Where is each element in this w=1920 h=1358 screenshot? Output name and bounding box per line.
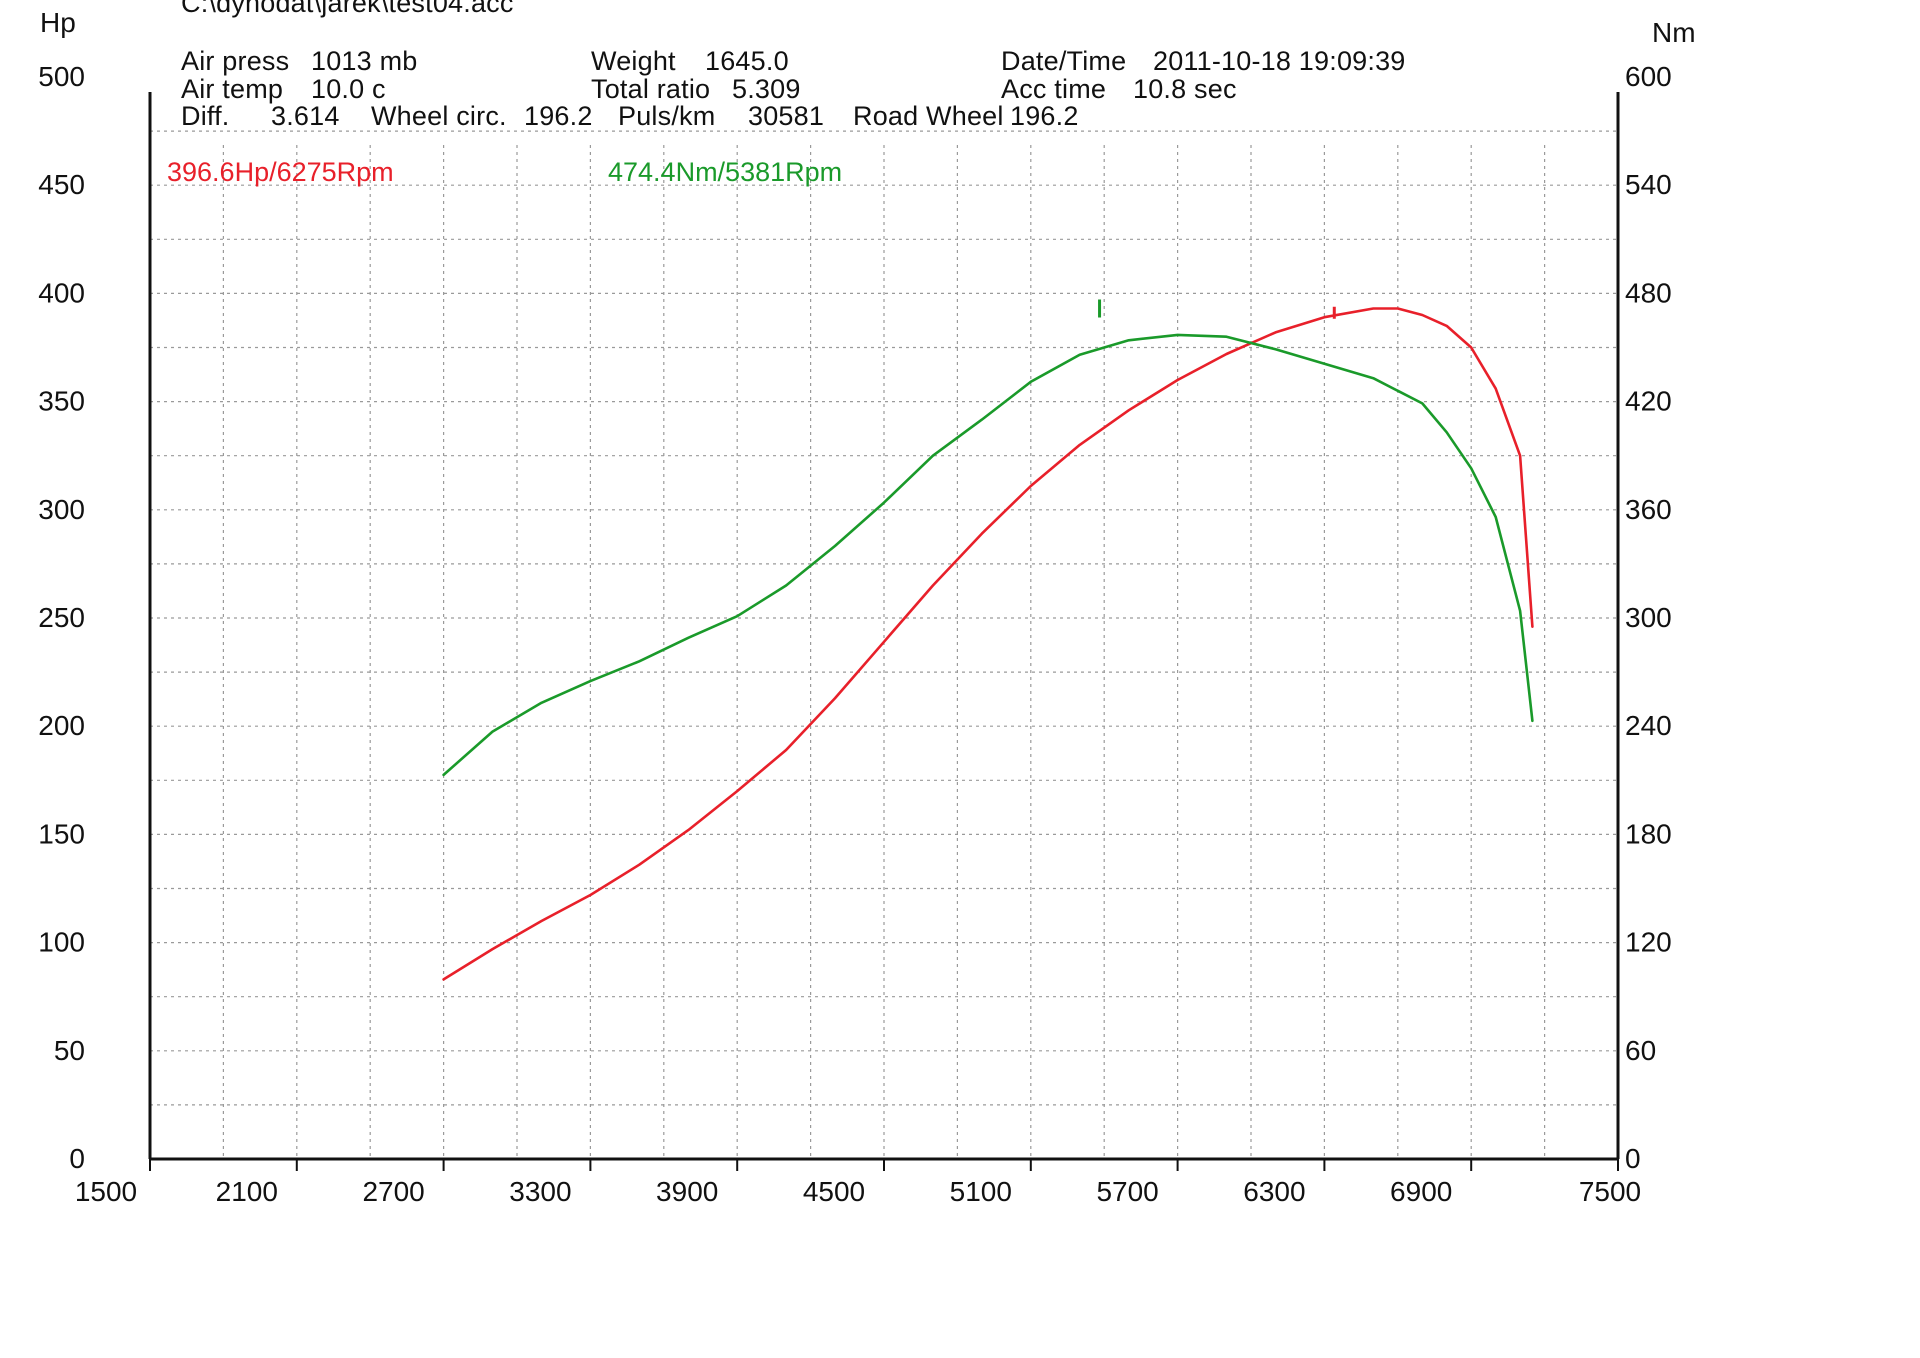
x-tick-label: 6300 (1243, 1176, 1305, 1207)
left-tick-label: 350 (38, 386, 85, 417)
acc-time-label: Acc time (1001, 74, 1107, 104)
x-tick-label: 7500 (1579, 1176, 1641, 1207)
left-axis-label: Hp (40, 7, 76, 38)
power-curve (442, 307, 1534, 981)
road-wheel-value: 196.2 (1010, 101, 1079, 131)
air-press-value: 1013 mb (311, 46, 418, 76)
x-tick-label: 1500 (75, 1176, 137, 1207)
left-tick-label: 500 (38, 61, 85, 92)
air-temp-label: Air temp (181, 74, 284, 104)
right-tick-label: 300 (1625, 602, 1672, 633)
right-tick-label: 540 (1625, 169, 1672, 200)
datetime-value: 2011-10-18 19:09:39 (1153, 46, 1406, 76)
x-tick-label: 2700 (362, 1176, 424, 1207)
torque-curve (442, 333, 1534, 777)
left-tick-label: 0 (69, 1143, 85, 1174)
puls-label: Puls/km (618, 101, 716, 131)
x-tick-label: 2100 (216, 1176, 278, 1207)
left-tick-label: 150 (38, 818, 85, 849)
x-tick-label: 6900 (1390, 1176, 1452, 1207)
datetime-label: Date/Time (1001, 46, 1127, 76)
left-tick-label: 250 (38, 602, 85, 633)
acc-time-value: 10.8 sec (1133, 74, 1237, 104)
x-tick-label: 3900 (656, 1176, 718, 1207)
x-tick-label: 5700 (1096, 1176, 1158, 1207)
right-tick-label: 600 (1625, 61, 1672, 92)
left-tick-label: 400 (38, 277, 85, 308)
right-tick-label: 240 (1625, 710, 1672, 741)
right-tick-label: 480 (1625, 277, 1672, 308)
power-peak-label: 396.6Hp/6275Rpm (167, 157, 394, 187)
right-tick-label: 180 (1625, 818, 1672, 849)
x-tick-label: 3300 (509, 1176, 571, 1207)
weight-label: Weight (591, 46, 676, 76)
left-tick-label: 300 (38, 494, 85, 525)
diff-value: 3.614 (271, 101, 340, 131)
torque-peak-label: 474.4Nm/5381Rpm (608, 157, 843, 187)
diff-label: Diff. (181, 101, 230, 131)
file-path: C:\dynodat\jarek\test04.acc (181, 0, 514, 18)
right-tick-label: 0 (1625, 1143, 1641, 1174)
air-temp-value: 10.0 c (311, 74, 386, 104)
left-tick-label: 450 (38, 169, 85, 200)
road-wheel-label: Road Wheel (853, 101, 1004, 131)
right-tick-label: 420 (1625, 386, 1672, 417)
weight-value: 1645.0 (705, 46, 789, 76)
puls-value: 30581 (748, 101, 825, 131)
x-tick-label: 4500 (803, 1176, 865, 1207)
total-ratio-label: Total ratio (591, 74, 711, 104)
x-tick-label: 5100 (950, 1176, 1012, 1207)
wheel-circ-value: 196.2 (524, 101, 593, 131)
left-tick-label: 100 (38, 927, 85, 958)
right-axis-label: Nm (1652, 17, 1696, 48)
total-ratio-value: 5.309 (732, 74, 801, 104)
wheel-circ-label: Wheel circ. (371, 101, 507, 131)
right-tick-label: 60 (1625, 1035, 1656, 1066)
air-press-label: Air press (181, 46, 290, 76)
right-tick-label: 360 (1625, 494, 1672, 525)
left-tick-label: 200 (38, 710, 85, 741)
right-tick-label: 120 (1625, 927, 1672, 958)
left-tick-label: 50 (54, 1035, 85, 1066)
